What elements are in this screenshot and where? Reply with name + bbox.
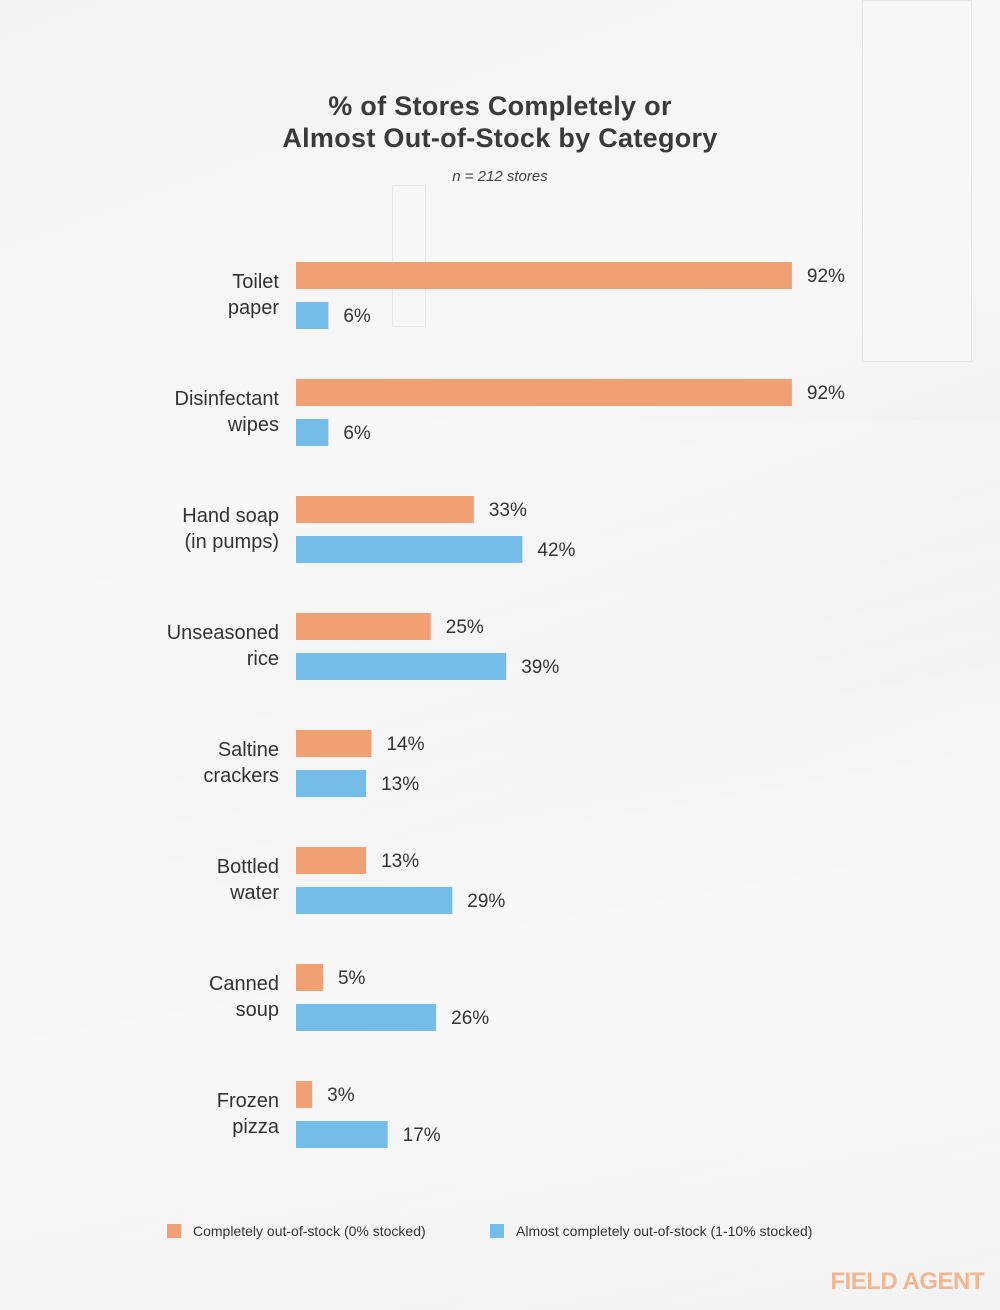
bar-disinfectant-wipes-almost-out bbox=[296, 419, 329, 446]
bar-unseasoned-rice-almost-out bbox=[296, 653, 507, 680]
brand-logo: FIELD AGENT bbox=[830, 1268, 984, 1295]
category-label-toilet-paper-1: Toilet bbox=[232, 271, 279, 293]
value-label-frozen-pizza-almost-out: 17% bbox=[403, 1125, 441, 1146]
bar-unseasoned-rice-completely-out bbox=[296, 613, 431, 640]
category-label-hand-soap-in-pumps-2: (in pumps) bbox=[185, 531, 279, 553]
bar-hand-soap-in-pumps-completely-out bbox=[296, 496, 474, 523]
bar-saltine-crackers-completely-out bbox=[296, 730, 372, 757]
value-label-disinfectant-wipes-almost-out: 6% bbox=[343, 423, 371, 444]
chart-subtitle: n = 212 stores bbox=[452, 168, 548, 185]
chart-title-line-2: Almost Out-of-Stock by Category bbox=[282, 123, 718, 153]
category-label-unseasoned-rice-2: rice bbox=[247, 648, 279, 670]
category-label-frozen-pizza-1: Frozen bbox=[217, 1090, 279, 1112]
bar-canned-soup-almost-out bbox=[296, 1004, 437, 1031]
category-label-bottled-water-2: water bbox=[229, 882, 279, 904]
value-label-toilet-paper-almost-out: 6% bbox=[343, 306, 371, 327]
category-label-bottled-water-1: Bottled bbox=[217, 856, 279, 878]
value-label-saltine-crackers-completely-out: 14% bbox=[386, 734, 424, 755]
bar-saltine-crackers-almost-out bbox=[296, 770, 367, 797]
bar-toilet-paper-completely-out bbox=[296, 262, 792, 289]
bar-bottled-water-completely-out bbox=[296, 847, 367, 874]
legend-swatch-completely-out bbox=[167, 1224, 181, 1238]
legend-label-completely-out: Completely out-of-stock (0% stocked) bbox=[193, 1223, 426, 1239]
category-label-disinfectant-wipes-1: Disinfectant bbox=[175, 388, 280, 410]
category-label-saltine-crackers-1: Saltine bbox=[218, 739, 279, 761]
value-label-hand-soap-in-pumps-completely-out: 33% bbox=[489, 500, 527, 521]
value-label-bottled-water-almost-out: 29% bbox=[467, 891, 505, 912]
category-label-frozen-pizza-2: pizza bbox=[232, 1116, 280, 1138]
category-label-saltine-crackers-2: crackers bbox=[203, 765, 279, 787]
legend-label-almost-out: Almost completely out-of-stock (1-10% st… bbox=[516, 1223, 813, 1239]
bar-chart: Toilet paper 92% 6% Disinfectant wipes 92% 6% Ha… bbox=[167, 262, 845, 1148]
value-label-toilet-paper-completely-out: 92% bbox=[807, 266, 845, 287]
category-label-canned-soup-2: soup bbox=[236, 999, 279, 1021]
value-label-canned-soup-completely-out: 5% bbox=[338, 968, 366, 989]
value-label-saltine-crackers-almost-out: 13% bbox=[381, 774, 419, 795]
value-label-unseasoned-rice-completely-out: 25% bbox=[446, 617, 484, 638]
category-label-toilet-paper-2: paper bbox=[228, 297, 279, 319]
category-label-disinfectant-wipes-2: wipes bbox=[227, 414, 279, 436]
bar-bottled-water-almost-out bbox=[296, 887, 453, 914]
legend-item-almost-out: Almost completely out-of-stock (1-10% st… bbox=[490, 1223, 812, 1239]
category-label-unseasoned-rice-1: Unseasoned bbox=[167, 622, 279, 644]
value-label-canned-soup-almost-out: 26% bbox=[451, 1008, 489, 1029]
bar-hand-soap-in-pumps-almost-out bbox=[296, 536, 523, 563]
bar-frozen-pizza-completely-out bbox=[296, 1081, 313, 1108]
legend-swatch-almost-out bbox=[490, 1224, 504, 1238]
bar-toilet-paper-almost-out bbox=[296, 302, 329, 329]
category-label-canned-soup-1: Canned bbox=[209, 973, 279, 995]
chart-title: % of Stores Completely or Almost Out-of-… bbox=[0, 90, 1000, 154]
chart-title-line-1: % of Stores Completely or bbox=[328, 91, 672, 121]
category-label-hand-soap-in-pumps-1: Hand soap bbox=[182, 505, 279, 527]
value-label-bottled-water-completely-out: 13% bbox=[381, 851, 419, 872]
value-label-disinfectant-wipes-completely-out: 92% bbox=[807, 383, 845, 404]
legend-item-completely-out: Completely out-of-stock (0% stocked) bbox=[167, 1223, 426, 1239]
value-label-unseasoned-rice-almost-out: 39% bbox=[521, 657, 559, 678]
bar-frozen-pizza-almost-out bbox=[296, 1121, 388, 1148]
value-label-frozen-pizza-completely-out: 3% bbox=[327, 1085, 355, 1106]
value-label-hand-soap-in-pumps-almost-out: 42% bbox=[537, 540, 575, 561]
bar-canned-soup-completely-out bbox=[296, 964, 323, 991]
bar-disinfectant-wipes-completely-out bbox=[296, 379, 792, 406]
